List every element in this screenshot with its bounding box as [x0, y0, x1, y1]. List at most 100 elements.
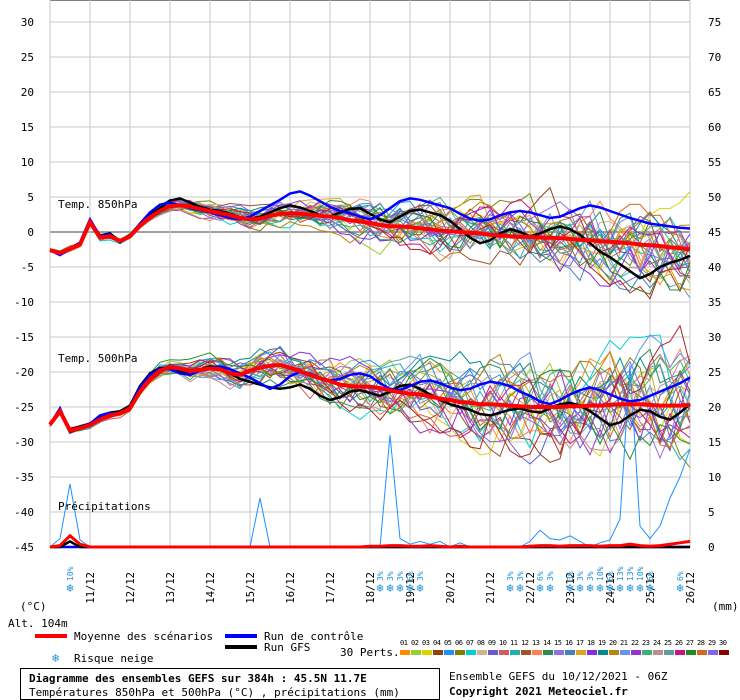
left-tick-label: 20: [21, 86, 34, 99]
member-swatch: [664, 650, 674, 655]
t850-gfs-line: [49, 197, 691, 280]
snow-icon: ❄: [636, 581, 643, 595]
snow-pct-label: 3%: [576, 571, 585, 581]
x-axis: 11/12 12/12 13/12 14/12 15/12 16/12 17/12 18/12…: [85, 572, 697, 604]
snow-icon: ❄: [676, 581, 683, 595]
left-tick-label: -20: [14, 366, 34, 379]
right-tick-label: 65: [708, 86, 721, 99]
perts-label: 30 Perts.: [340, 646, 400, 659]
snow-icon: ❄: [396, 581, 403, 595]
member-swatch: [532, 650, 542, 655]
snow-pct-label: 13%: [616, 566, 625, 581]
precip-mean-line: [49, 533, 691, 549]
member-swatch: [598, 650, 608, 655]
t500-panel-label: Temp. 500hPa: [58, 352, 137, 365]
member-number: 20: [609, 639, 617, 647]
member-swatch: [653, 650, 663, 655]
snow-pct-label: 3%: [416, 571, 425, 581]
member-number: 03: [422, 639, 430, 647]
member-number: 27: [686, 639, 694, 647]
x-date-label: 22/12: [525, 572, 537, 604]
right-tick-label: 25: [708, 366, 721, 379]
main-runs: [48, 190, 691, 549]
snow-pct-label: 10%: [596, 566, 605, 581]
snow-pct-label: 10%: [636, 566, 645, 581]
member-swatch: [466, 650, 476, 655]
snow-icon: ❄: [596, 581, 603, 595]
snow-icon: ❄: [66, 581, 73, 595]
member-number: 04: [433, 639, 441, 647]
snow-icon: ❄: [606, 581, 613, 595]
right-tick-label: 55: [708, 156, 721, 169]
right-tick-label: 20: [708, 401, 721, 414]
x-date-label: 13/12: [165, 572, 177, 604]
snow-pct-label: 6%: [606, 571, 615, 581]
left-tick-label: -40: [14, 506, 34, 519]
x-date-label: 20/12: [445, 572, 457, 604]
mean-legend-swatch: [35, 634, 67, 638]
member-swatch: [477, 650, 487, 655]
right-tick-label: 30: [708, 331, 721, 344]
footer-title-box: Diagramme des ensembles GEFS sur 384h : …: [20, 668, 440, 700]
member-number: 01: [400, 639, 408, 647]
right-tick-label: 40: [708, 261, 721, 274]
member-swatch: [631, 650, 641, 655]
snow-pct-label: 6%: [536, 571, 545, 581]
right-tick-label: 0: [708, 541, 715, 554]
right-tick-label: 35: [708, 296, 721, 309]
snow-icon: ❄: [646, 581, 653, 595]
member-swatch: [642, 650, 652, 655]
left-tick-label: 0: [27, 226, 34, 239]
right-tick-label: 60: [708, 121, 721, 134]
snow-icon: ❄: [406, 581, 413, 595]
t500-control-line: [48, 365, 691, 434]
member-t500-line: [49, 352, 691, 461]
snow-pct-label: 3%: [566, 571, 575, 581]
snow-icon: ❄: [506, 581, 513, 595]
member-swatch: [422, 650, 432, 655]
t500-mean-line: [48, 362, 691, 434]
snow-legend-icon: ❄: [52, 651, 60, 665]
left-tick-label: 10: [21, 156, 34, 169]
member-number: 10: [499, 639, 507, 647]
member-swatch: [565, 650, 575, 655]
member-number: 09: [488, 639, 496, 647]
t850-mean-line: [49, 203, 691, 256]
gfs-legend-swatch: [225, 645, 257, 649]
snow-pct-label: 3%: [516, 571, 525, 581]
member-swatch: [400, 650, 410, 655]
x-date-label: 15/12: [245, 572, 257, 604]
member-swatch: [609, 650, 619, 655]
control-legend-swatch: [225, 634, 257, 638]
member-swatch: [554, 650, 564, 655]
member-swatch: [675, 650, 685, 655]
member-swatch: [510, 650, 520, 655]
snow-pct-label: 3%: [396, 571, 405, 581]
member-number: 06: [455, 639, 463, 647]
member-number: 29: [708, 639, 716, 647]
x-date-label: 14/12: [205, 572, 217, 604]
member-swatch: [708, 650, 718, 655]
member-number: 22: [631, 639, 639, 647]
x-date-label: 24/12: [605, 572, 617, 604]
member-number: 26: [675, 639, 683, 647]
member-number: 23: [642, 639, 650, 647]
altitude-label: Alt. 104m: [8, 617, 68, 630]
x-date-label: 18/12: [365, 572, 377, 604]
right-tick-label: 5: [708, 506, 715, 519]
member-swatch: [719, 650, 729, 655]
y-axes: 302520151050-5-10-15-20-25-30-35-40-4575…: [14, 16, 721, 554]
snow-icon: ❄: [616, 581, 623, 595]
snow-icon: ❄: [576, 581, 583, 595]
precip-panel-label: Précipitations: [58, 500, 151, 513]
left-tick-label: -30: [14, 436, 34, 449]
member-number: 15: [554, 639, 562, 647]
x-date-label: 11/12: [85, 572, 97, 604]
x-date-label: 19/12: [405, 572, 417, 604]
member-number: 02: [411, 639, 419, 647]
member-swatch: [587, 650, 597, 655]
member-number: 16: [565, 639, 573, 647]
t850-panel-label: Temp. 850hPa: [58, 198, 137, 211]
left-tick-label: 5: [27, 191, 34, 204]
member-swatch: [488, 650, 498, 655]
